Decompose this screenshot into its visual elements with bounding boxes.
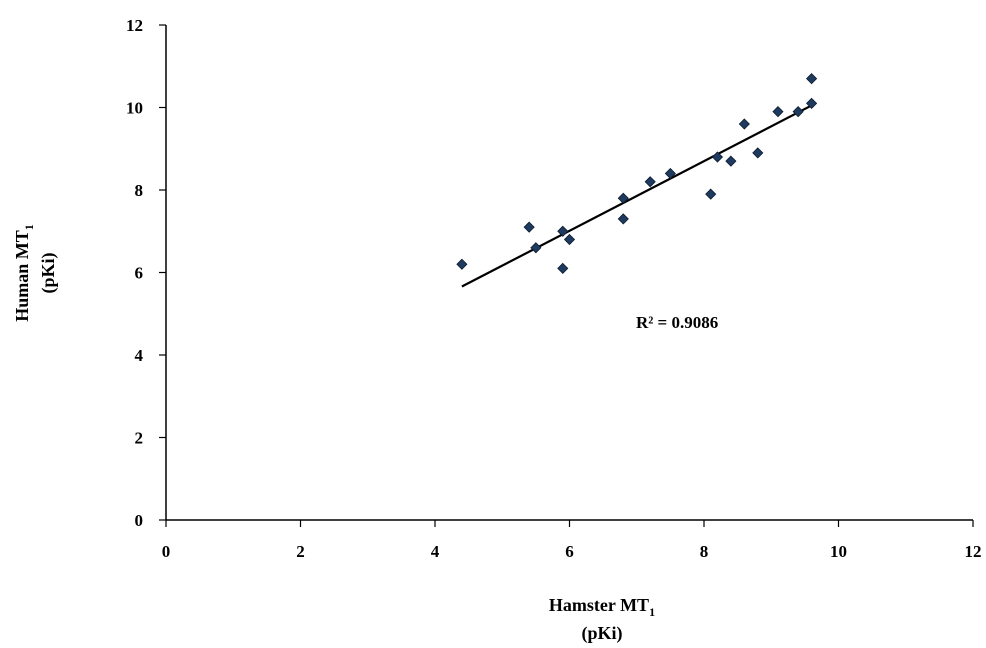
y-tick-label: 8 xyxy=(135,181,144,200)
svg-text:Hamster MT1: Hamster MT1 xyxy=(549,595,655,619)
x-tick-label: 10 xyxy=(830,542,847,561)
data-point xyxy=(563,233,576,246)
data-point xyxy=(752,147,764,159)
y-tick-label: 10 xyxy=(126,99,143,118)
x-axis-title-unit: (pKi) xyxy=(581,623,622,644)
data-point xyxy=(557,262,569,274)
data-point xyxy=(523,221,535,233)
data-point xyxy=(456,258,468,270)
data-point xyxy=(806,97,818,109)
x-tick-label: 4 xyxy=(431,542,440,561)
r-squared-annotation: R² = 0.9086 xyxy=(636,313,718,332)
x-axis-ticks: 0 2 4 6 8 10 12 xyxy=(162,520,982,561)
x-tick-label: 2 xyxy=(296,542,305,561)
x-tick-label: 6 xyxy=(565,542,574,561)
data-point xyxy=(530,242,542,254)
x-tick-label: 12 xyxy=(965,542,982,561)
data-point xyxy=(664,167,676,180)
svg-text:Human MT1: Human MT1 xyxy=(12,224,36,322)
x-tick-label: 0 xyxy=(162,542,171,561)
x-axis-title-main: Hamster MT xyxy=(549,595,649,615)
y-axis-title: Human MT1 (pKi) xyxy=(12,224,59,322)
x-axis-title: Hamster MT1 (pKi) xyxy=(549,595,655,644)
y-axis-title-main: Human MT xyxy=(12,230,32,322)
data-point xyxy=(738,118,750,130)
y-tick-label: 2 xyxy=(135,429,144,448)
data-point xyxy=(644,176,656,188)
y-axis-title-subscript: 1 xyxy=(22,224,36,230)
data-point xyxy=(806,73,818,85)
x-tick-label: 8 xyxy=(700,542,709,561)
data-point xyxy=(705,188,717,200)
y-tick-label: 0 xyxy=(135,511,144,530)
data-point xyxy=(772,106,784,118)
y-tick-label: 6 xyxy=(135,264,144,283)
data-point xyxy=(617,192,629,204)
data-point xyxy=(617,213,629,225)
data-points xyxy=(456,73,818,274)
data-point xyxy=(792,106,804,118)
data-point xyxy=(711,151,724,163)
y-axis-ticks: 0 2 4 6 8 10 12 xyxy=(126,16,166,530)
x-axis-title-subscript: 1 xyxy=(649,605,655,619)
trendline xyxy=(461,104,813,288)
data-point xyxy=(725,155,737,167)
axes xyxy=(165,25,973,521)
y-tick-label: 4 xyxy=(135,346,144,365)
y-axis-title-unit: (pKi) xyxy=(38,252,59,293)
trendline-group xyxy=(461,104,813,288)
y-tick-label: 12 xyxy=(126,16,143,35)
data-point xyxy=(557,225,569,237)
